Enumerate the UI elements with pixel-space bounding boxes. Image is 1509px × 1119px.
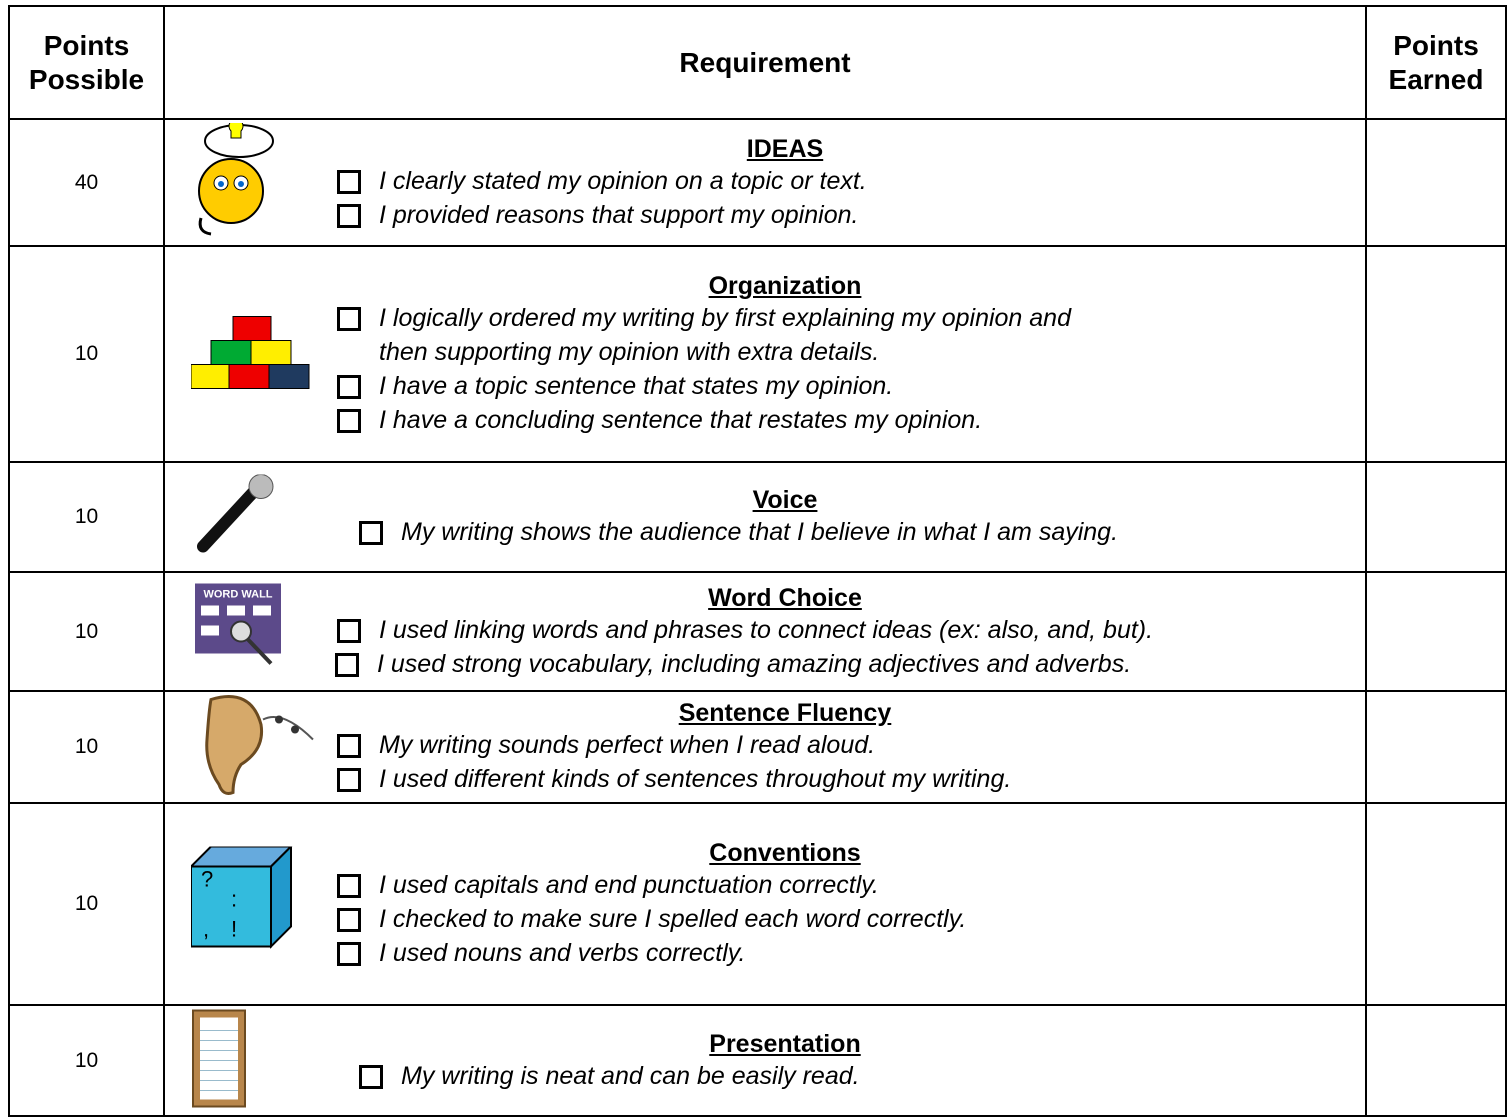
requirement-cell: Sentence Fluency My writing sounds perfec…: [163, 690, 1367, 805]
rubric-row: 40 IDEAS I clearly stated my opinion on a …: [8, 118, 1507, 247]
item-text: I used capitals and end punctuation corr…: [379, 871, 879, 899]
checklist-item: I checked to make sure I spelled each wo…: [165, 902, 1365, 936]
checkbox: [337, 942, 361, 966]
icon: [191, 474, 281, 560]
checkbox: [337, 768, 361, 792]
checkbox: [359, 1064, 383, 1089]
rubric-row: 10 Presentation My writing is neat and can…: [8, 1004, 1507, 1117]
checklist-item: I used capitals and end punctuation corr…: [165, 868, 1365, 902]
item-text: I logically ordered my writing by first …: [379, 304, 1071, 366]
points-earned-cell: [1365, 118, 1507, 247]
checkbox: [337, 375, 361, 399]
item-text: My writing shows the audience that I bel…: [401, 518, 1119, 546]
checklist-item: I used different kinds of sentences thro…: [165, 762, 1365, 796]
checkbox: [337, 874, 361, 898]
points-cell: 10: [8, 461, 165, 573]
section-title: Organization: [708, 272, 862, 300]
checkbox: [337, 908, 361, 932]
header-row: Points Possible Requirement Points Earne…: [8, 5, 1507, 120]
header-cell: Requirement: [163, 5, 1367, 120]
item-text: I provided reasons that support my opini…: [379, 200, 859, 229]
checkbox: [337, 734, 361, 758]
svg-text::: :: [231, 887, 237, 912]
points-earned-cell: [1365, 245, 1507, 463]
item-text: I checked to make sure I spelled each wo…: [379, 905, 967, 933]
checklist-item: I have a concluding sentence that restat…: [165, 403, 1365, 437]
svg-text:?: ?: [201, 867, 213, 892]
requirement-cell: ?:,! Conventions I used capitals and end p…: [163, 802, 1367, 1006]
section-title: Presentation: [709, 1029, 861, 1058]
item-text: I used strong vocabulary, including amaz…: [377, 649, 1132, 678]
rubric-row: 10?:,! Conventions I used capitals and end…: [8, 802, 1507, 1006]
points-cell: 10: [8, 571, 165, 692]
section-title: Conventions: [709, 839, 861, 867]
checkbox: [359, 521, 383, 545]
points-earned-cell: [1365, 461, 1507, 573]
item-text: I clearly stated my opinion on a topic o…: [379, 166, 867, 195]
icon: ?:,!: [188, 844, 301, 962]
header-cell: Points Earned: [1365, 5, 1507, 120]
points-cell: 10: [8, 1004, 165, 1117]
checklist-item: I used linking words and phrases to conn…: [165, 613, 1365, 647]
header-cell: Points Possible: [8, 5, 165, 120]
svg-text:!: !: [231, 917, 237, 942]
points-earned-cell: [1365, 802, 1507, 1006]
item-text: I have a topic sentence that states my o…: [379, 372, 894, 400]
section-title: Voice: [752, 486, 818, 514]
item-text: My writing is neat and can be easily rea…: [401, 1061, 860, 1090]
points-cell: 10: [8, 245, 165, 463]
checklist-item: I logically ordered my writing by first …: [165, 301, 1097, 369]
points-cell: 10: [8, 802, 165, 1006]
points-cell: 10: [8, 690, 165, 804]
requirement-cell: Presentation My writing is neat and can b…: [163, 1004, 1367, 1117]
rubric-row: 10 Sentence Fluency My writing sounds perf…: [8, 690, 1507, 805]
checklist-item: My writing is neat and can be easily rea…: [165, 1059, 1365, 1093]
requirement-cell: WORD WALL Word Choice I used linking words…: [163, 571, 1367, 692]
rubric-table: Points Possible Requirement Points Earne…: [8, 5, 1507, 1117]
requirement-cell: IDEAS I clearly stated my opinion on a to…: [163, 118, 1367, 247]
item-text: I have a concluding sentence that restat…: [379, 406, 983, 434]
checkbox: [337, 409, 361, 433]
checklist-item: I provided reasons that support my opini…: [165, 198, 1365, 232]
rubric-row: 10 WORD WALL Word Choice I used linking wor…: [8, 571, 1507, 692]
checkbox: [337, 169, 361, 194]
checkbox: [335, 652, 359, 677]
item-text: I used nouns and verbs correctly.: [379, 939, 746, 967]
checkbox: [337, 618, 361, 643]
checklist-item: I used nouns and verbs correctly.: [165, 936, 1365, 970]
requirement-cell: Organization I logically ordered my writi…: [163, 245, 1367, 463]
section-title: IDEAS: [746, 134, 824, 163]
points-earned-cell: [1365, 571, 1507, 692]
checklist-item: My writing shows the audience that I bel…: [165, 515, 1365, 549]
svg-text:WORD WALL: WORD WALL: [203, 588, 272, 600]
checklist-item: I clearly stated my opinion on a topic o…: [165, 164, 1365, 198]
icon: [191, 118, 281, 243]
icon: [190, 312, 315, 397]
item-text: I used different kinds of sentences thro…: [379, 765, 1012, 793]
icon: [191, 1008, 247, 1113]
rubric-row: 10 Voice My writing shows the audience tha…: [8, 461, 1507, 573]
section-title: Word Choice: [708, 583, 862, 612]
points-earned-cell: [1365, 690, 1507, 804]
icon: [191, 690, 321, 805]
checkbox: [337, 203, 361, 228]
checklist-item: I have a topic sentence that states my o…: [165, 369, 1365, 403]
icon: WORD WALL: [191, 579, 291, 684]
points-earned-cell: [1365, 1004, 1507, 1117]
rubric-row: 10 Organization I logically ordered my wri…: [8, 245, 1507, 463]
item-text: My writing sounds perfect when I read al…: [379, 731, 876, 759]
checklist-item: My writing sounds perfect when I read al…: [165, 728, 1365, 762]
svg-text:,: ,: [203, 917, 209, 942]
checklist-item: I used strong vocabulary, including amaz…: [165, 647, 1365, 681]
section-title: Sentence Fluency: [678, 699, 892, 727]
requirement-cell: Voice My writing shows the audience that …: [163, 461, 1367, 573]
checkbox: [337, 307, 361, 331]
points-cell: 40: [8, 118, 165, 247]
item-text: I used linking words and phrases to conn…: [379, 615, 1154, 644]
